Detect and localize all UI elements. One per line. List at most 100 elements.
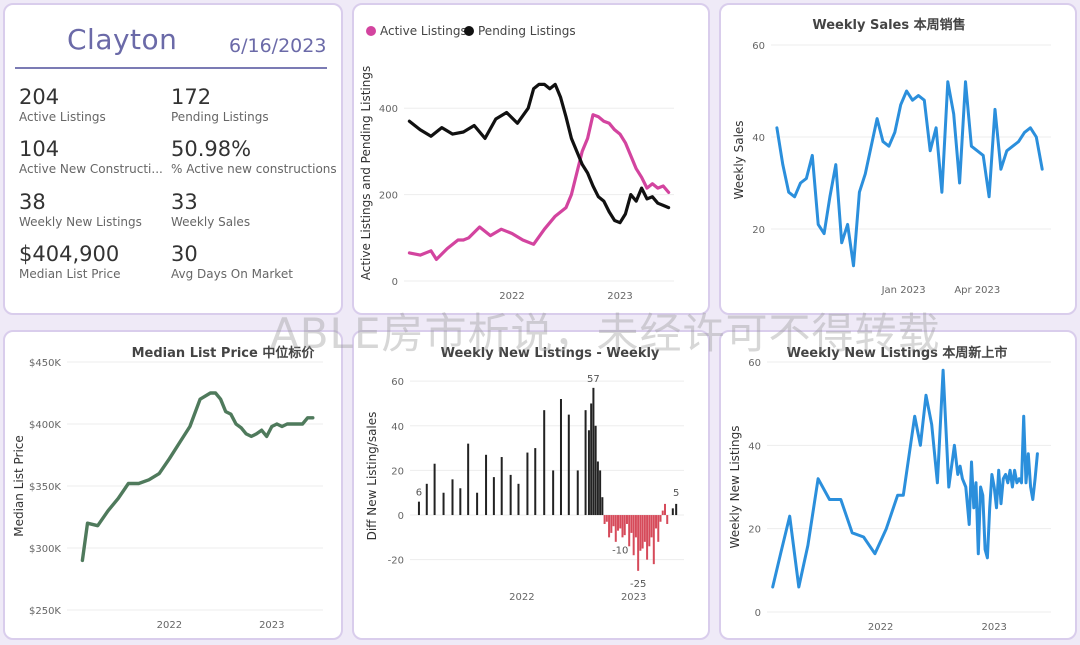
bar [623, 515, 626, 536]
bar [509, 474, 512, 516]
bar [610, 515, 613, 533]
kpi-label: Active New Constructi... [19, 162, 163, 176]
bar [567, 414, 570, 516]
bar [650, 515, 653, 538]
series-line [775, 80, 1044, 268]
y-tick-label: 20 [748, 525, 761, 536]
bar [517, 483, 520, 516]
weekly-new-listings-chart-panel: 0 20 40 60 2022 2023 Weekly New Listings Weekly… [719, 330, 1077, 640]
data-label: 57 [587, 374, 600, 385]
y-axis-label: Diff New Listing/sales [365, 412, 379, 541]
bar [619, 515, 622, 529]
diff-new-listings-chart: -20 0 20 40 60 2022 2023 Diff New Listing/sales… [365, 346, 684, 603]
bar [417, 501, 420, 516]
kpi-label: Avg Days On Market [171, 267, 293, 281]
series-line [80, 391, 315, 563]
kpi-card: Clayton 6/16/2023 204 Active Listings 17… [3, 3, 343, 315]
city-title: Clayton [67, 23, 178, 56]
y-tick-label: $400K [29, 420, 61, 431]
legend-label: Active Listings [380, 24, 467, 38]
bar [584, 410, 587, 516]
bar [596, 461, 599, 516]
x-tick-label: Apr 2023 [954, 285, 1000, 296]
kpi-pct-new-construction: 50.98% % Active new constructions [171, 137, 337, 177]
data-label: -25 [630, 579, 646, 590]
y-axis-label: Weekly Sales [732, 120, 746, 199]
y-tick-label: 60 [391, 377, 404, 388]
bar [594, 425, 597, 516]
kpi-label: Median List Price [19, 267, 121, 281]
bar [459, 488, 462, 516]
title-divider [15, 67, 327, 69]
bar [659, 515, 662, 522]
chart-title: Weekly New Listings 本周新上市 [787, 345, 1008, 361]
x-tick-label: 2023 [607, 291, 632, 302]
kpi-value: 30 [171, 242, 198, 266]
bar [603, 515, 606, 524]
bar [632, 515, 635, 556]
report-date: 6/16/2023 [229, 35, 327, 57]
y-tick-label: 20 [391, 466, 404, 477]
y-tick-label: 40 [748, 441, 761, 452]
y-tick-label: -20 [388, 556, 404, 567]
bar [534, 448, 537, 516]
x-tick-label: 2022 [509, 592, 534, 603]
bar [652, 515, 655, 565]
bar [599, 470, 602, 516]
bar [576, 470, 579, 516]
x-tick-label: 2023 [621, 592, 646, 603]
chart-title: Weekly New Listings - Weekly [441, 346, 660, 361]
y-axis-label: Median List Price [12, 435, 26, 537]
y-tick-label: 60 [752, 41, 765, 52]
bar [587, 430, 590, 516]
legend-label: Pending Listings [478, 24, 576, 38]
bar [442, 492, 445, 516]
kpi-weekly-sales: 33 Weekly Sales [171, 190, 250, 230]
bar [671, 508, 674, 516]
x-tick-label: 2022 [868, 622, 893, 633]
bar [608, 515, 611, 538]
y-tick-label: 0 [755, 608, 761, 619]
kpi-pending-listings: 172 Pending Listings [171, 85, 269, 125]
x-tick-label: 2022 [157, 620, 182, 631]
bar [634, 515, 637, 538]
bar [592, 387, 595, 516]
x-tick-label: 2022 [499, 291, 524, 302]
kpi-active-new-construction: 104 Active New Constructi... [19, 137, 163, 177]
bar [630, 515, 633, 533]
kpi-label: Weekly New Listings [19, 215, 142, 229]
kpi-label: Weekly Sales [171, 215, 251, 229]
bar [625, 515, 628, 524]
bar [646, 515, 649, 560]
bar [675, 503, 678, 516]
kpi-label: Pending Listings [171, 110, 269, 124]
data-label: -10 [612, 545, 628, 556]
bar [661, 510, 664, 516]
y-tick-label: 40 [391, 422, 404, 433]
bar [641, 515, 644, 549]
y-tick-label: 200 [379, 191, 398, 202]
kpi-active-listings: 204 Active Listings [19, 85, 106, 125]
kpi-label: Active Listings [19, 110, 106, 124]
bar [614, 515, 617, 542]
bar [559, 399, 562, 516]
y-tick-label: 60 [748, 358, 761, 369]
y-tick-label: $350K [29, 482, 61, 493]
bar [492, 477, 495, 516]
bar [621, 515, 624, 538]
median-list-price-chart-panel: $250K $300K $350K $400K $450K 2022 2023 Median … [3, 330, 343, 640]
bar [655, 515, 658, 529]
series-line [407, 113, 671, 261]
bar [433, 463, 436, 516]
y-axis-label: Weekly New Listings [728, 426, 742, 549]
bar [657, 515, 660, 542]
y-tick-label: $300K [29, 544, 61, 555]
chart-title: Median List Price 中位标价 [132, 345, 316, 361]
active-pending-chart: 0 200 400 2022 2023 Active Listings and Pendi… [359, 24, 674, 302]
weekly-sales-chart: 20 40 60 Jan 2023 Apr 2023 Weekly Sales Weekly… [732, 17, 1051, 296]
y-tick-label: 40 [752, 133, 765, 144]
kpi-value: 204 [19, 85, 60, 109]
active-pending-chart-panel: 0 200 400 2022 2023 Active Listings and Pendi… [352, 3, 710, 315]
y-tick-label: 0 [398, 511, 404, 522]
bar [552, 470, 555, 516]
